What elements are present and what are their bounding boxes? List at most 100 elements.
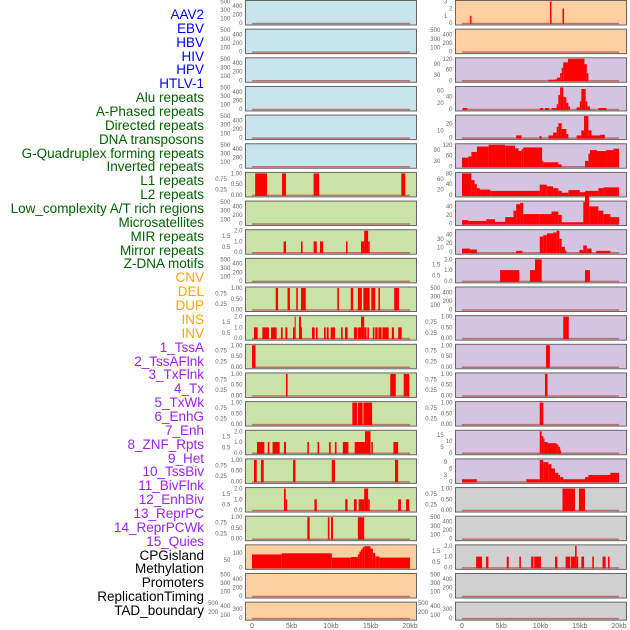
data-bar (281, 553, 332, 569)
y-tick-label: 0.25 (215, 531, 227, 537)
y-tick-label: 200 (232, 156, 243, 162)
y-tick-label: 0.25 (215, 388, 227, 394)
data-bar (521, 149, 524, 168)
y-tick-label: 0.75 (215, 521, 227, 527)
y-tick-label: 0 (239, 21, 243, 27)
y-tick-label: 0.25 (425, 359, 437, 365)
data-bar (364, 431, 371, 454)
data-bar (468, 156, 472, 168)
data-bar (371, 288, 376, 311)
y-tick-label: 100 (220, 590, 231, 596)
y-tick-label: 100 (430, 613, 441, 619)
y-tick-label: 400 (232, 118, 243, 124)
y-tick-label: 0 (449, 479, 453, 485)
data-bar (597, 151, 607, 168)
data-bar (551, 211, 559, 225)
data-bar (330, 327, 335, 340)
data-bar (315, 327, 318, 340)
y-tick-label: 0.00 (441, 336, 453, 342)
track-label: ReplicationTiming (97, 589, 204, 605)
data-bar (462, 173, 472, 196)
data-bar (363, 402, 373, 426)
data-bar (585, 477, 589, 483)
data-bar (283, 488, 286, 512)
track-label: 10_TssBiv (142, 464, 204, 480)
data-bar (363, 288, 370, 311)
data-bar (516, 204, 521, 225)
data-bar (561, 129, 567, 139)
y-tick-label: 100 (220, 103, 231, 109)
data-bar (370, 548, 373, 569)
data-bar (462, 108, 468, 110)
y-tick-label: 80 (446, 171, 453, 177)
y-tick-label: 0 (449, 308, 453, 314)
track-label: DEL (177, 284, 204, 300)
y-tick-label: 300 (430, 581, 441, 587)
y-tick-label: 0 (449, 164, 453, 170)
y-tick-label: 200 (208, 610, 219, 616)
y-tick-label: 0.0 (234, 250, 243, 256)
track-panel (245, 573, 417, 599)
data-bar (486, 556, 489, 569)
y-tick-label: 0.00 (231, 422, 243, 428)
y-tick-label: 0.25 (215, 188, 227, 194)
y-tick-label: 500 (220, 57, 231, 63)
data-bar (294, 316, 296, 340)
track-label: L1 repeats (140, 173, 204, 189)
data-bar (542, 160, 544, 168)
data-bar (359, 551, 362, 569)
data-bar (549, 1, 552, 24)
data-bar (555, 556, 558, 569)
track-panel (455, 573, 627, 599)
data-bar (345, 499, 348, 512)
data-bar (603, 187, 619, 196)
y-tick-label: 0.75 (215, 291, 227, 297)
y-tick-label: 0.75 (215, 463, 227, 469)
data-bar (556, 77, 561, 82)
track-panel (455, 544, 627, 570)
data-bar (372, 553, 376, 569)
data-bar (540, 108, 544, 110)
y-tick-label: 0.50 (231, 297, 243, 303)
y-tick-label: 0.50 (441, 354, 453, 360)
y-tick-label: 1.00 (231, 458, 243, 464)
data-bar (267, 442, 270, 454)
y-tick-label: 1.0 (444, 268, 453, 274)
data-bar (471, 180, 475, 196)
data-bar (561, 246, 565, 254)
y-tick-label: 0 (239, 78, 243, 84)
x-tick-label: 10kb (533, 623, 548, 630)
x-tick-label: 15kb (572, 623, 587, 630)
y-tick-label: 100 (232, 551, 243, 557)
y-tick-label: 0.00 (231, 393, 243, 399)
track-label: MIR repeats (130, 228, 204, 244)
track-panel (245, 372, 417, 398)
data-bar (539, 184, 547, 196)
data-bar (556, 104, 559, 110)
y-tick-label: 1.5 (222, 435, 231, 441)
data-bar (562, 488, 576, 512)
data-bar (391, 327, 394, 340)
data-bar (539, 402, 544, 426)
y-tick-label: 100 (430, 45, 441, 51)
y-tick-label: 20 (446, 213, 453, 219)
data-bar (543, 462, 549, 483)
y-tick-label: 0.25 (425, 331, 437, 337)
data-bar (296, 288, 298, 311)
y-tick-label: 100 (220, 160, 231, 166)
data-bar (364, 230, 369, 254)
track-label: 9_Het (167, 450, 204, 466)
track-panel (455, 601, 627, 621)
y-tick-label: 0 (449, 136, 453, 142)
track-label: EBV (176, 20, 204, 36)
data-bar (327, 517, 330, 540)
y-tick-label: 0 (449, 537, 453, 543)
y-tick-label: 0.75 (215, 406, 227, 412)
track-label: 8_ZNF_Rpts (127, 436, 204, 452)
y-tick-label: 0.0 (444, 279, 453, 285)
data-bar (539, 459, 544, 483)
y-tick-label: 0 (239, 279, 243, 285)
data-bar (576, 107, 580, 110)
data-bar (546, 233, 554, 254)
data-bar (371, 442, 373, 454)
